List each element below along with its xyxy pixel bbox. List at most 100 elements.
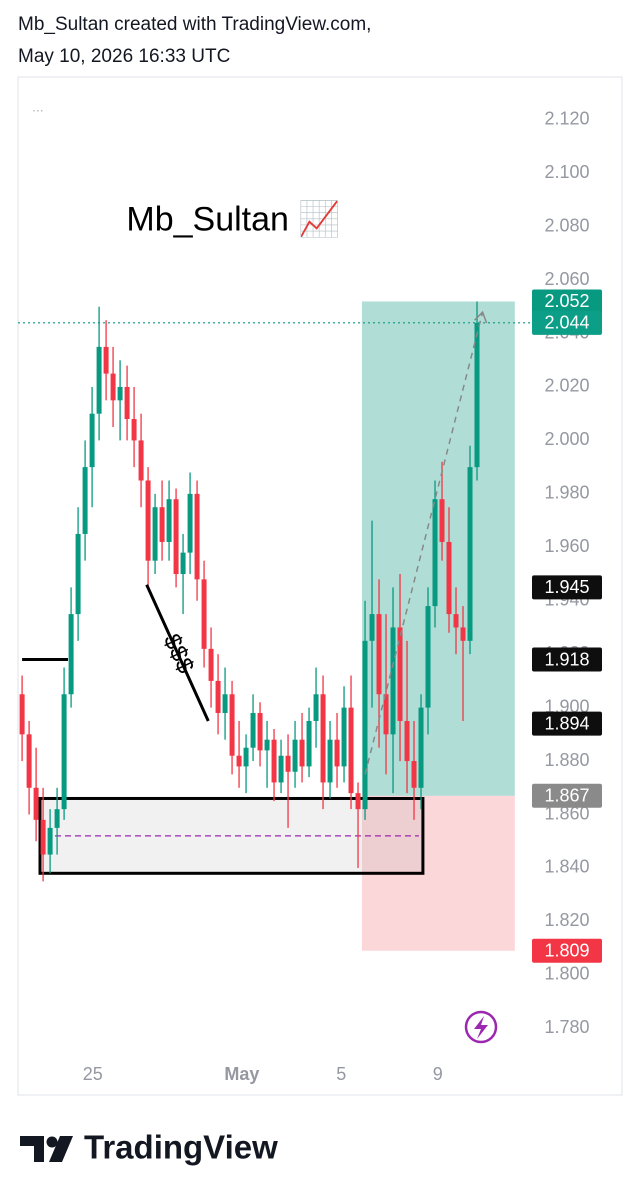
candle-body (236, 755, 242, 767)
y-tick-label: 2.120 (544, 109, 589, 129)
candle-body (26, 734, 32, 788)
menu-dots: ... (32, 99, 44, 115)
candle-body (145, 480, 151, 561)
candle-body (117, 386, 123, 401)
y-tick-label: 1.820 (544, 910, 589, 930)
candle-body (82, 467, 88, 534)
candle-body (250, 712, 256, 748)
y-tick-label: 1.780 (544, 1017, 589, 1037)
y-tick-label: 2.020 (544, 376, 589, 396)
candle-body (187, 493, 193, 553)
candle-body (124, 386, 130, 420)
candle-body (474, 322, 480, 468)
candle-body (411, 761, 417, 788)
y-tick-label: 1.880 (544, 750, 589, 770)
price-tag-label: 1.867 (544, 786, 589, 806)
candle-body (348, 707, 354, 794)
y-tick-label: 1.860 (544, 803, 589, 823)
candle-body (341, 707, 347, 767)
candle-body (229, 694, 235, 756)
candle-body (96, 346, 102, 414)
candle-body (180, 552, 186, 575)
candle-body (33, 787, 39, 820)
candle-body (243, 747, 249, 767)
candle-body (166, 499, 172, 542)
price-tag (532, 711, 602, 736)
candle-body (460, 627, 466, 641)
candle-body (313, 694, 319, 721)
x-tick-label: May (224, 1064, 259, 1084)
price-tag-label: 1.894 (544, 713, 589, 733)
brand-name: TradingView (84, 1129, 278, 1166)
candle-body (439, 499, 445, 542)
candle-body (159, 507, 165, 542)
candle-body (257, 712, 263, 751)
price-tag (532, 310, 602, 335)
price-tag (532, 647, 602, 672)
candle-body (446, 541, 452, 615)
chart-frame (17, 76, 623, 1096)
candle-body (467, 467, 473, 641)
y-tick-label: 2.060 (544, 269, 589, 289)
trend-line (145, 584, 210, 722)
price-tag (532, 783, 602, 808)
candle-body (75, 533, 81, 615)
y-tick-label: 2.080 (544, 215, 589, 235)
candle-body (110, 373, 116, 401)
price-tag (532, 938, 602, 963)
candle-body (271, 739, 277, 783)
candle-body (376, 614, 382, 695)
candle-body (19, 694, 25, 735)
candle-body (404, 720, 410, 762)
y-tick-label: 2.000 (544, 429, 589, 449)
candle-body (89, 413, 95, 468)
x-tick-label: 25 (83, 1064, 103, 1084)
price-tag-label: 1.918 (544, 649, 589, 669)
lightning-icon[interactable] (464, 1010, 498, 1044)
candle-body (320, 694, 326, 783)
candle-body (418, 707, 424, 788)
candle-body (285, 755, 291, 772)
brand-logo (20, 1136, 73, 1162)
y-tick-label: 1.980 (544, 483, 589, 503)
y-tick-label: 1.840 (544, 857, 589, 877)
candle-body (201, 579, 207, 649)
y-tick-label: 2.100 (544, 162, 589, 182)
candle-body (432, 499, 438, 607)
price-tag-label: 1.945 (544, 577, 589, 597)
candle-body (292, 739, 298, 772)
plot-area: Mb_Sultan 📈 $$$ (18, 199, 530, 951)
candle-body (194, 493, 200, 580)
candle-body (299, 739, 305, 767)
annotation: $$$ (158, 630, 199, 678)
candle-body (40, 819, 46, 855)
candle-body (397, 627, 403, 721)
candle-body (369, 614, 375, 641)
arrow-head (474, 310, 488, 324)
candle-body (453, 614, 459, 628)
header-line: May 10, 2026 16:33 UTC (18, 46, 231, 67)
candle-body (54, 809, 60, 828)
x-tick-label: 9 (433, 1064, 443, 1084)
header-line: Mb_Sultan created with TradingView.com, (18, 14, 372, 35)
candle-body (68, 614, 74, 695)
candle-body (334, 739, 340, 767)
candle-body (215, 680, 221, 713)
candle-body (425, 606, 431, 708)
candle-body (61, 694, 67, 810)
price-tag-label: 1.809 (544, 941, 589, 961)
candle-body (306, 720, 312, 767)
candle-body (173, 499, 179, 575)
candle-body (355, 793, 361, 810)
candle-body (362, 640, 368, 810)
candle-body (47, 827, 53, 855)
candle-body (383, 694, 389, 735)
candle-body (278, 755, 284, 783)
candle-body (152, 507, 158, 561)
candle-body (131, 419, 137, 441)
candle-body (390, 627, 396, 735)
candle-body (327, 739, 333, 783)
x-tick-label: 5 (336, 1064, 346, 1084)
